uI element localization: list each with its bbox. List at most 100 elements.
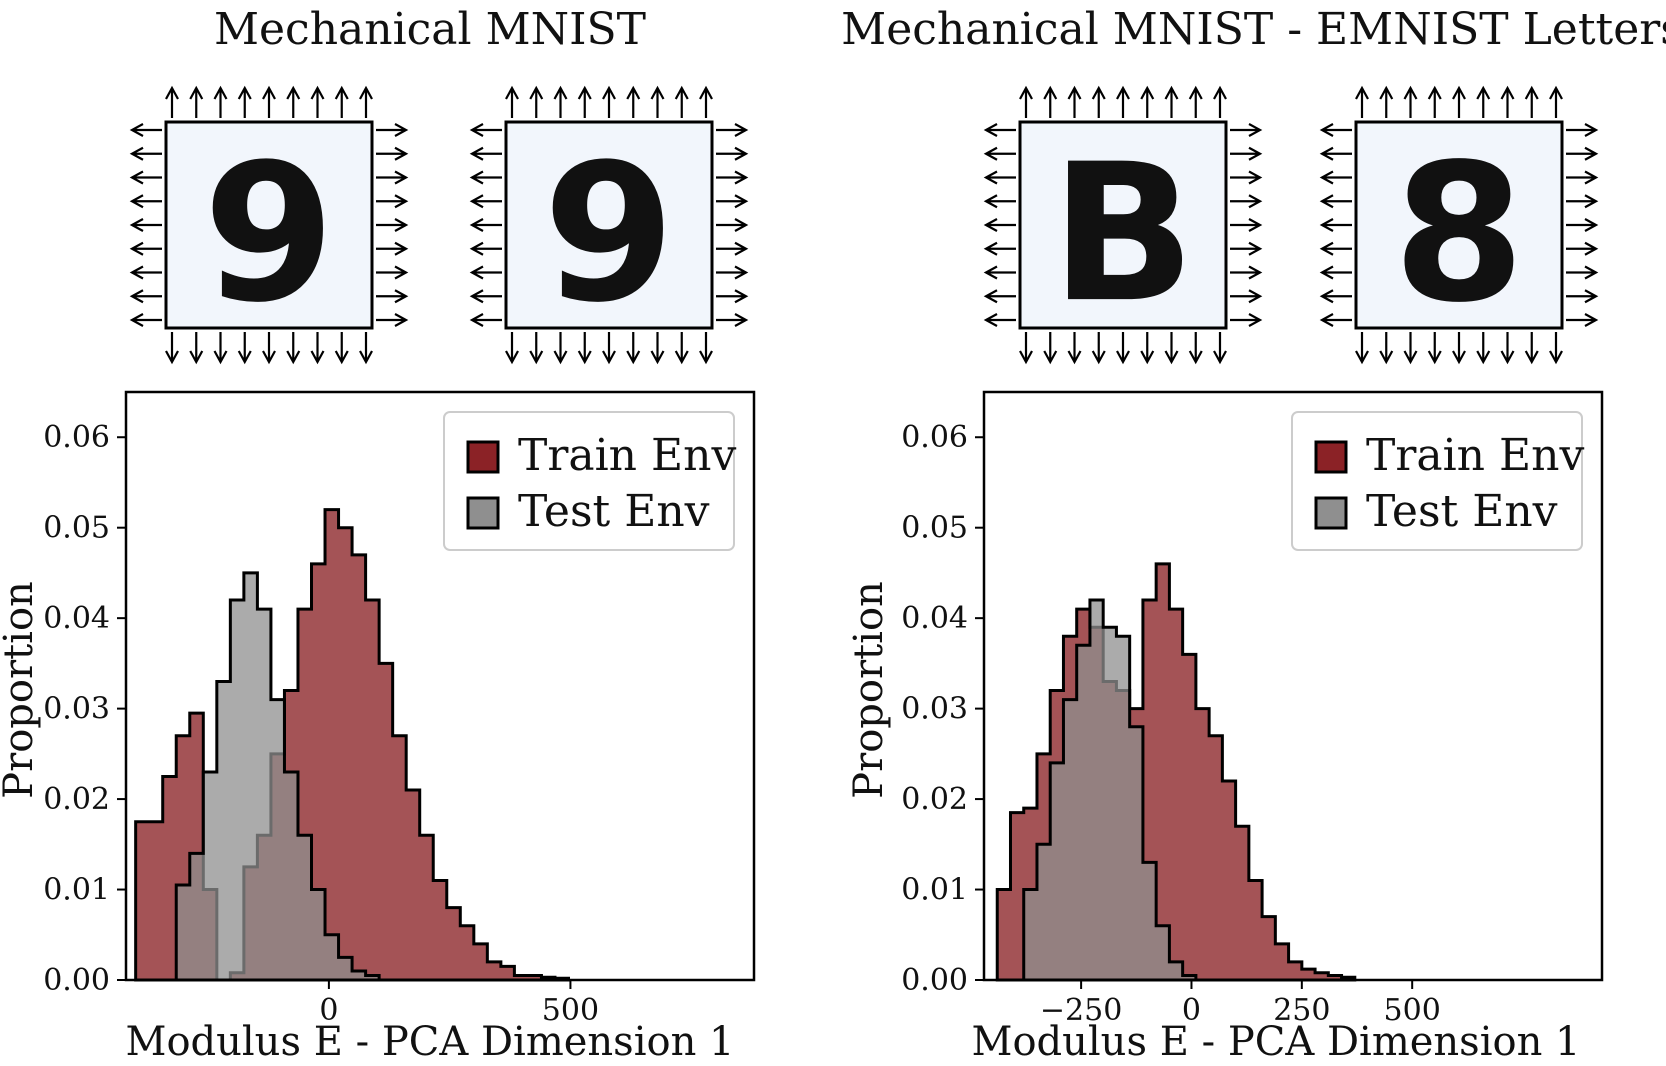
arrow-down-icon bbox=[189, 332, 204, 365]
arrow-right-icon bbox=[1230, 265, 1263, 280]
arrow-left-icon bbox=[983, 313, 1016, 327]
arrow-left-icon bbox=[129, 146, 162, 161]
arrow-right-icon bbox=[1566, 146, 1599, 161]
arrow-up-icon bbox=[359, 85, 373, 118]
arrow-down-icon bbox=[602, 332, 616, 365]
arrow-down-icon bbox=[1164, 332, 1179, 365]
load-arrows bbox=[1319, 85, 1599, 365]
y-tick-label: 0.05 bbox=[43, 511, 110, 546]
arrow-down-icon bbox=[286, 332, 301, 365]
arrow-right-icon bbox=[716, 146, 749, 161]
arrow-right-icon bbox=[1566, 123, 1599, 137]
arrow-right-icon bbox=[1566, 194, 1599, 209]
arrow-up-icon bbox=[602, 85, 616, 118]
arrow-up-icon bbox=[1140, 85, 1155, 118]
arrow-right-icon bbox=[716, 265, 749, 280]
arrow-up-icon bbox=[1043, 85, 1058, 118]
arrow-down-icon bbox=[505, 332, 519, 365]
arrow-left-icon bbox=[983, 194, 1016, 209]
arrow-right-icon bbox=[1566, 241, 1599, 256]
arrow-left-icon bbox=[1319, 123, 1352, 137]
arrow-up-icon bbox=[553, 85, 568, 118]
arrow-right-icon bbox=[1566, 265, 1599, 280]
histogram-test-env bbox=[174, 571, 381, 982]
arrow-right-icon bbox=[1230, 123, 1263, 137]
arrow-up-icon bbox=[1549, 85, 1563, 118]
arrow-up-icon bbox=[674, 85, 689, 118]
y-tick-label: 0.04 bbox=[43, 601, 110, 636]
arrow-right-icon bbox=[1230, 146, 1263, 161]
y-tick-label: 0.02 bbox=[43, 782, 110, 817]
arrow-up-icon bbox=[165, 85, 179, 118]
arrow-up-icon bbox=[1355, 85, 1369, 118]
y-tick-label: 0.04 bbox=[901, 601, 968, 636]
load-arrows bbox=[983, 85, 1263, 365]
arrow-left-icon bbox=[129, 241, 162, 256]
arrow-down-icon bbox=[1524, 332, 1539, 365]
arrow-down-icon bbox=[165, 332, 179, 365]
arrow-right-icon bbox=[376, 313, 409, 327]
arrow-left-icon bbox=[983, 123, 1016, 137]
y-tick-label: 0.00 bbox=[901, 963, 968, 998]
legend-label: Test Env bbox=[1366, 486, 1558, 537]
arrow-left-icon bbox=[469, 241, 502, 256]
arrow-left-icon bbox=[129, 265, 162, 280]
arrow-right-icon bbox=[1230, 194, 1263, 209]
image-frame bbox=[164, 120, 374, 330]
legend-swatch bbox=[1314, 496, 1348, 530]
arrow-left-icon bbox=[469, 123, 502, 137]
arrow-up-icon bbox=[1067, 85, 1082, 118]
arrow-down-icon bbox=[1403, 332, 1418, 365]
legend-label: Test Env bbox=[518, 486, 710, 537]
arrow-up-icon bbox=[1452, 85, 1466, 118]
arrow-right-icon bbox=[1566, 218, 1599, 232]
arrow-up-icon bbox=[1188, 85, 1203, 118]
arrow-down-icon bbox=[699, 332, 713, 365]
arrow-down-icon bbox=[577, 332, 592, 365]
arrow-left-icon bbox=[983, 218, 1016, 232]
arrow-left-icon bbox=[1319, 265, 1352, 280]
load-arrows bbox=[469, 85, 749, 365]
arrow-down-icon bbox=[650, 332, 665, 365]
arrow-up-icon bbox=[1379, 85, 1394, 118]
arrow-down-icon bbox=[1427, 332, 1442, 365]
arrow-down-icon bbox=[237, 332, 252, 365]
digit-glyph: 9 bbox=[203, 123, 335, 344]
arrow-down-icon bbox=[674, 332, 689, 365]
arrow-down-icon bbox=[1549, 332, 1563, 365]
image-frame bbox=[1018, 120, 1228, 330]
arrow-up-icon bbox=[1116, 85, 1130, 118]
arrow-right-icon bbox=[376, 265, 409, 280]
image-frame bbox=[504, 120, 714, 330]
arrow-down-icon bbox=[1379, 332, 1394, 365]
arrow-left-icon bbox=[983, 146, 1016, 161]
x-axis-label: Modulus E - PCA Dimension 1 bbox=[125, 1019, 734, 1065]
arrow-up-icon bbox=[1403, 85, 1418, 118]
plot-frame bbox=[124, 390, 756, 982]
legend-label: Train Env bbox=[518, 430, 736, 481]
arrow-left-icon bbox=[469, 265, 502, 280]
arrow-up-icon bbox=[1476, 85, 1491, 118]
plot-frame bbox=[982, 390, 1604, 982]
x-tick-label: −250 bbox=[1040, 993, 1122, 1028]
arrow-down-icon bbox=[1188, 332, 1203, 365]
arrow-right-icon bbox=[1230, 218, 1263, 232]
arrow-left-icon bbox=[983, 241, 1016, 256]
arrow-left-icon bbox=[469, 313, 502, 327]
arrow-down-icon bbox=[1500, 332, 1515, 365]
x-tick-label: 500 bbox=[1384, 993, 1441, 1028]
arrow-right-icon bbox=[1566, 289, 1599, 304]
arrow-down-icon bbox=[1140, 332, 1155, 365]
arrow-up-icon bbox=[1164, 85, 1179, 118]
y-tick-label: 0.06 bbox=[901, 420, 968, 455]
arrow-down-icon bbox=[1213, 332, 1227, 365]
image-frame bbox=[1354, 120, 1564, 330]
y-tick-label: 0.01 bbox=[43, 873, 110, 908]
arrow-up-icon bbox=[262, 85, 276, 118]
x-tick-label: 0 bbox=[1182, 993, 1201, 1028]
arrow-right-icon bbox=[376, 194, 409, 209]
arrow-left-icon bbox=[469, 146, 502, 161]
